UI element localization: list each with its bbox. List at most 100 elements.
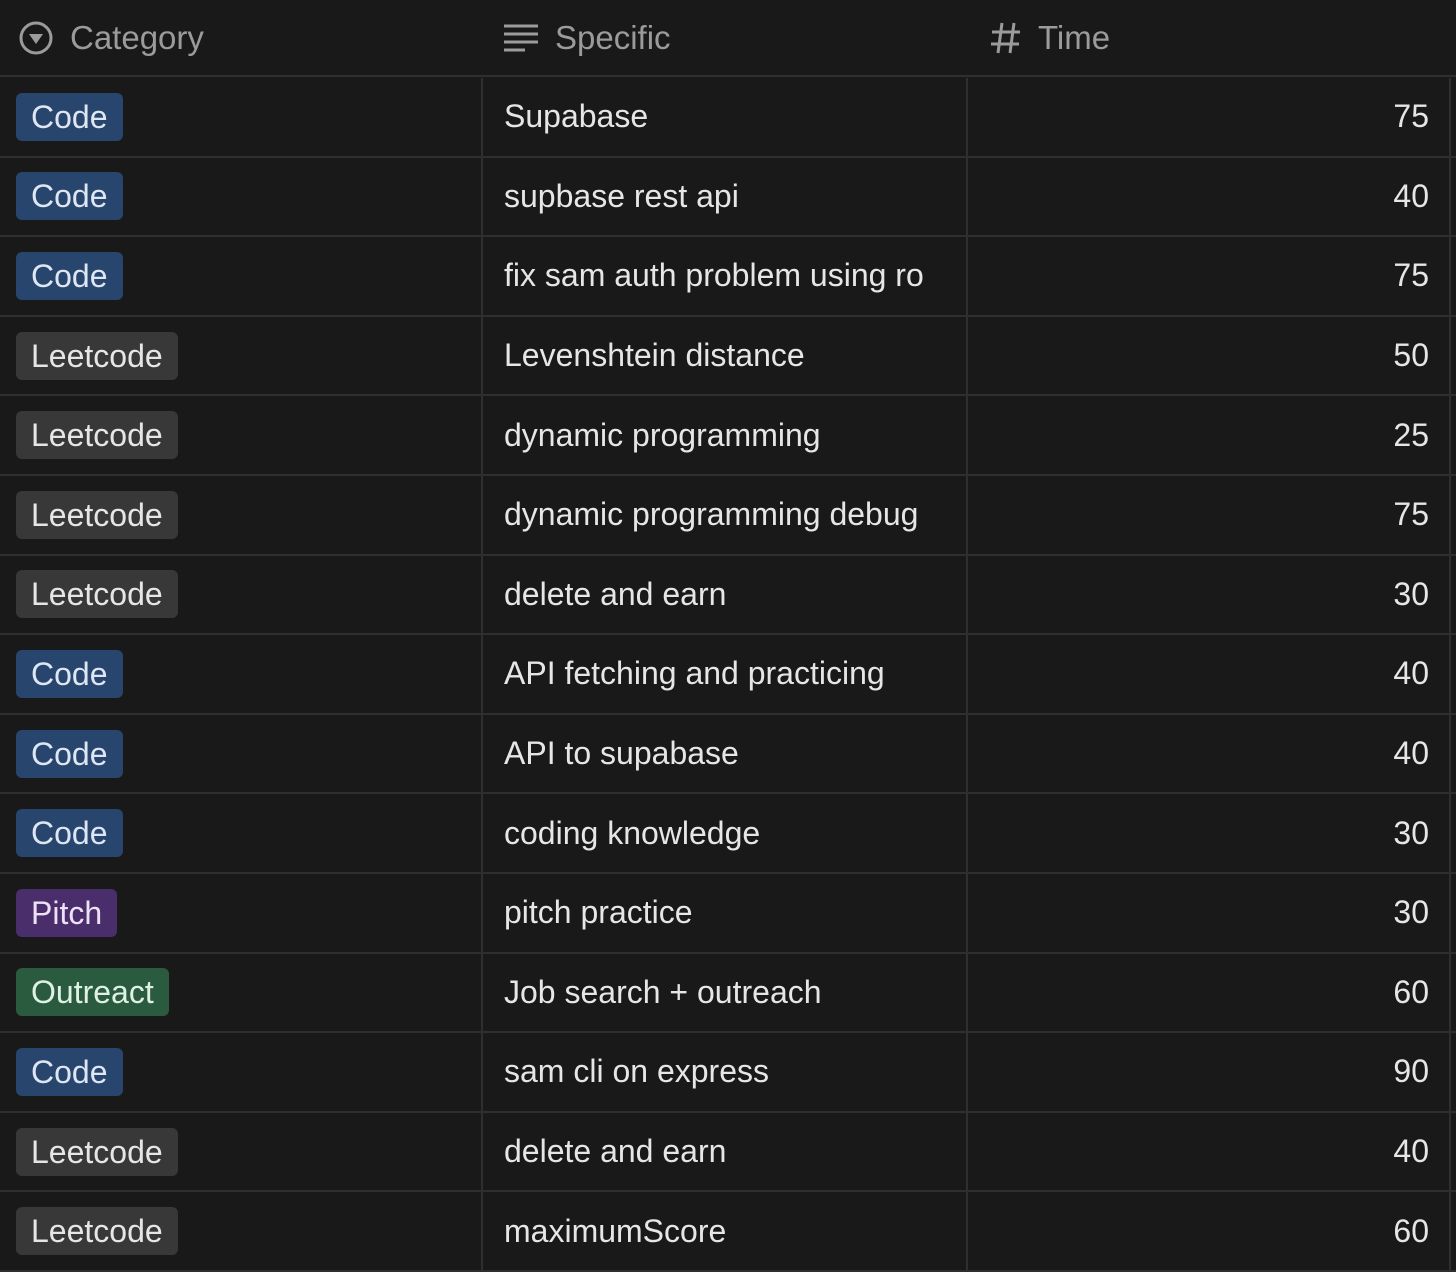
column-label: Category [70,18,204,56]
time-cell[interactable]: 60 [966,953,1451,1032]
column-label: Time [1038,18,1111,56]
time-cell[interactable]: 40 [966,635,1451,713]
category-cell[interactable]: Code [0,1033,481,1111]
text-lines-icon [504,24,538,51]
category-cell[interactable]: Code [0,715,481,793]
specific-text: Levenshtein distance [504,337,805,374]
time-cell[interactable]: 75 [966,475,1451,554]
time-value: 60 [1393,973,1429,1010]
time-value: 40 [1393,735,1429,772]
time-cell[interactable]: 75 [966,237,1451,315]
specific-text: dynamic programming debug [504,496,919,533]
specific-cell[interactable]: dynamic programming [481,396,966,474]
table-row[interactable]: Code sam cli on express 90 [0,1033,1456,1113]
time-value: 30 [1393,894,1429,931]
table-row[interactable]: Code API fetching and practicing 40 [0,635,1456,715]
category-cell[interactable]: Leetcode [0,476,481,554]
table-row[interactable]: Pitch pitch practice 30 [0,873,1456,954]
category-tag: Code [16,809,123,858]
time-value: 75 [1393,257,1429,294]
category-cell[interactable]: Leetcode [0,1113,481,1191]
specific-text: supbase rest api [504,177,739,214]
time-cell[interactable]: 40 [966,1112,1451,1191]
category-cell[interactable]: Code [0,78,481,156]
specific-cell[interactable]: coding knowledge [481,794,966,872]
specific-text: maximumScore [504,1212,727,1249]
category-tag: Code [16,729,123,778]
select-icon [19,21,53,54]
category-cell[interactable]: Pitch [0,874,481,952]
time-cell[interactable]: 30 [966,873,1451,952]
time-value: 90 [1393,1053,1429,1090]
specific-cell[interactable]: dynamic programming debug [481,475,966,554]
category-tag: Code [16,92,123,141]
table-row[interactable]: Code supbase rest api 40 [0,157,1456,238]
category-cell[interactable]: Code [0,794,481,872]
category-tag: Code [16,251,123,300]
table-row[interactable]: Code coding knowledge 30 [0,794,1456,874]
specific-text: fix sam auth problem using ro [504,257,924,294]
specific-cell[interactable]: delete and earn [481,1112,966,1191]
time-value: 75 [1393,98,1429,135]
specific-text: dynamic programming [504,416,821,453]
time-cell[interactable]: 60 [966,1192,1451,1270]
category-tag: Code [16,1047,123,1096]
category-tag: Pitch [16,888,118,937]
category-cell[interactable]: Code [0,158,481,236]
time-cell[interactable]: 30 [966,555,1451,634]
category-tag: Leetcode [16,1127,178,1176]
table-row[interactable]: Code API to supabase 40 [0,714,1456,795]
table-row[interactable]: Code fix sam auth problem using ro 75 [0,237,1456,317]
time-value: 40 [1393,177,1429,214]
time-value: 50 [1393,337,1429,374]
specific-cell[interactable]: API to supabase [481,714,966,793]
column-header-time[interactable]: Time [990,0,1110,75]
category-cell[interactable]: Outreact [0,954,481,1032]
specific-cell[interactable]: pitch practice [481,873,966,952]
time-value: 30 [1393,575,1429,612]
specific-text: Job search + outreach [504,973,822,1010]
specific-text: API fetching and practicing [504,655,885,692]
table-row[interactable]: Leetcode Levenshtein distance 50 [0,316,1456,397]
specific-cell[interactable]: supbase rest api [481,157,966,236]
specific-cell[interactable]: API fetching and practicing [481,635,966,713]
time-cell[interactable]: 50 [966,316,1451,395]
specific-text: sam cli on express [504,1053,769,1090]
time-value: 40 [1393,1133,1429,1170]
specific-cell[interactable]: delete and earn [481,555,966,634]
specific-cell[interactable]: maximumScore [481,1192,966,1270]
column-header-category[interactable]: Category [18,0,204,75]
table-row[interactable]: Code Supabase 75 [0,78,1456,158]
time-cell[interactable]: 40 [966,714,1451,793]
category-cell[interactable]: Code [0,237,481,315]
category-cell[interactable]: Code [0,635,481,713]
column-header-specific[interactable]: Specific [503,0,671,75]
time-cell[interactable]: 25 [966,396,1451,474]
specific-text: delete and earn [504,575,727,612]
time-cell[interactable]: 30 [966,794,1451,872]
category-tag: Leetcode [16,570,178,619]
specific-cell[interactable]: Supabase [481,78,966,156]
category-cell[interactable]: Leetcode [0,1192,481,1270]
specific-text: pitch practice [504,894,693,931]
specific-cell[interactable]: fix sam auth problem using ro [481,237,966,315]
time-cell[interactable]: 90 [966,1033,1451,1111]
specific-cell[interactable]: Levenshtein distance [481,316,966,395]
time-value: 75 [1393,496,1429,533]
table-row[interactable]: Leetcode dynamic programming debug 75 [0,475,1456,556]
table-row[interactable]: Leetcode delete and earn 40 [0,1112,1456,1193]
table-row[interactable]: Leetcode dynamic programming 25 [0,396,1456,476]
category-cell[interactable]: Leetcode [0,396,481,474]
time-value: 30 [1393,814,1429,851]
category-cell[interactable]: Leetcode [0,317,481,395]
specific-cell[interactable]: sam cli on express [481,1033,966,1111]
time-cell[interactable]: 75 [966,78,1451,156]
time-cell[interactable]: 40 [966,157,1451,236]
specific-cell[interactable]: Job search + outreach [481,953,966,1032]
category-tag: Code [16,172,123,221]
table-row[interactable]: Leetcode maximumScore 60 [0,1192,1456,1272]
table-row[interactable]: Outreact Job search + outreach 60 [0,953,1456,1034]
column-label: Specific [555,18,671,56]
category-cell[interactable]: Leetcode [0,556,481,634]
table-row[interactable]: Leetcode delete and earn 30 [0,555,1456,636]
